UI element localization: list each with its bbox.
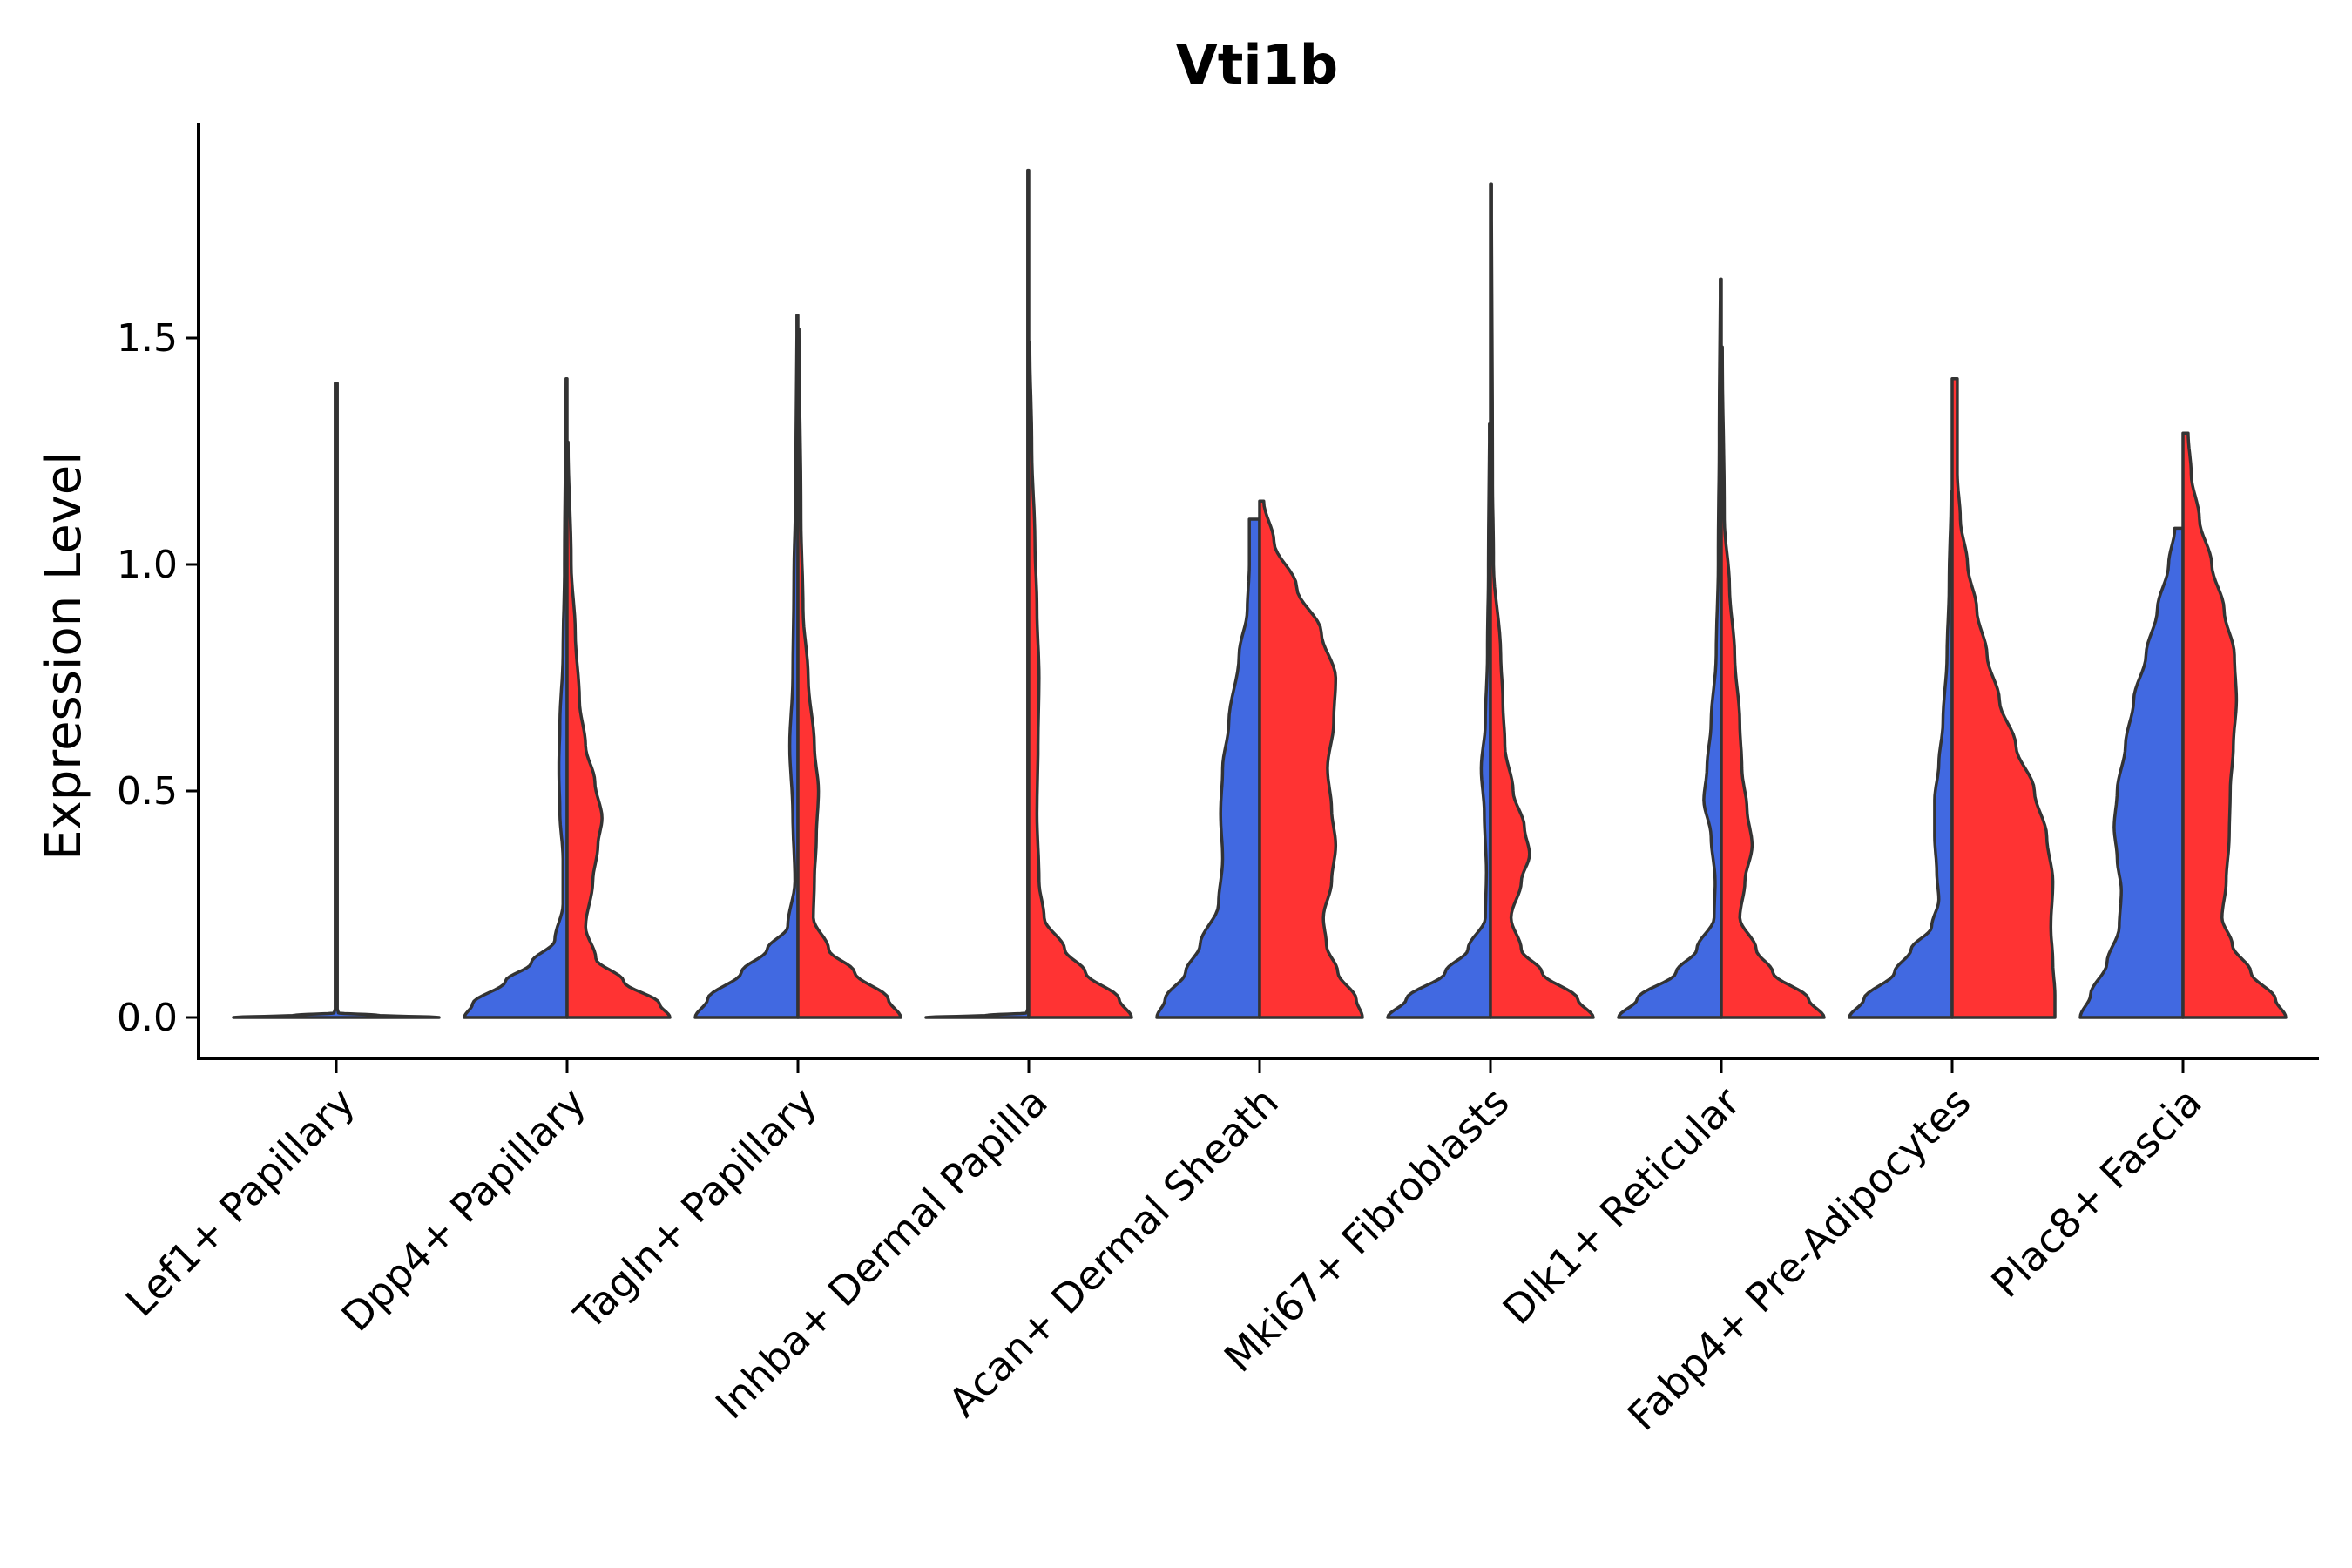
violin-layer — [232, 168, 2288, 1019]
violin-dpp4-papillary-red — [565, 440, 672, 1019]
y-tick-label: 0.5 — [117, 769, 178, 814]
y-tick-label: 1.0 — [117, 543, 178, 587]
y-ticks: 0.0 0.5 1.0 1.5 — [117, 316, 199, 1040]
x-tick-label-tagln-papillary: Tagln+ Papillary — [564, 1078, 826, 1340]
violin-lef1-papillary-single — [232, 382, 441, 1019]
violin-tagln-papillary-red — [796, 327, 902, 1019]
y-tick-label: 1.5 — [117, 316, 178, 361]
violin-fabp4-pre-adipocytes-blue — [1848, 490, 1954, 1019]
axes — [197, 123, 2319, 1060]
violin-inhba-dermal-papilla-red — [1027, 341, 1133, 1019]
violin-tagln-papillary-blue — [693, 314, 800, 1019]
violin-plac8-fascia-red — [2181, 431, 2288, 1019]
violin-dlk1-reticular-red — [1720, 345, 1826, 1019]
y-axis-label: Expression Level — [36, 451, 92, 861]
x-tick-label-dlk1-reticular: Dlk1+ Reticular — [1494, 1078, 1749, 1334]
violin-acan-dermal-sheath-blue — [1155, 517, 1261, 1019]
x-tick-label-dpp4-papillary: Dpp4+ Papillary — [333, 1078, 595, 1341]
x-tick-label-lef1-papillary: Lef1+ Papillary — [117, 1078, 364, 1326]
violin-dpp4-papillary-blue — [463, 377, 569, 1019]
x-tick-label-plac8-fascia: Plac8+ Fascia — [1982, 1078, 2210, 1307]
violin-dlk1-reticular-blue — [1617, 277, 1723, 1019]
violin-inhba-dermal-papilla-blue — [924, 168, 1031, 1019]
violin-mki67-fibroblasts-blue — [1386, 422, 1492, 1019]
violin-plac8-fascia-blue — [2078, 526, 2185, 1019]
violin-acan-dermal-sheath-red — [1258, 499, 1364, 1019]
chart-title: Vti1b — [1176, 33, 1338, 97]
y-tick-label: 0.0 — [117, 996, 178, 1040]
violin-fabp4-pre-adipocytes-red — [1950, 377, 2057, 1019]
violin-mki67-fibroblasts-red — [1489, 182, 1595, 1019]
